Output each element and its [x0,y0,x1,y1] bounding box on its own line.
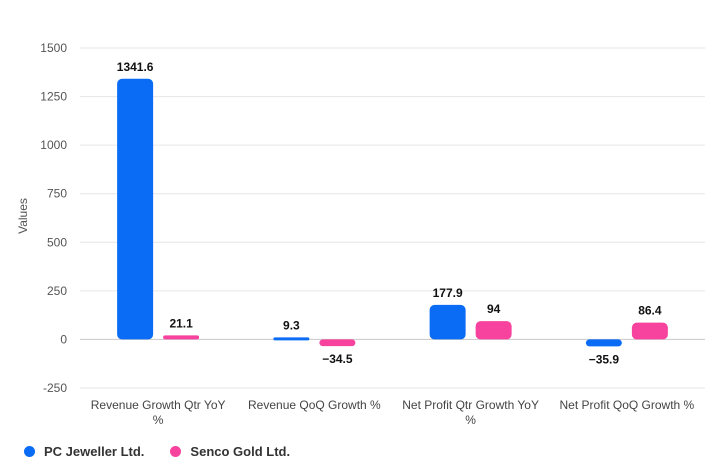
y-tick-label: 250 [47,284,67,298]
x-tick-label: Revenue Growth Qtr YoY [91,398,226,412]
legend-label-pc-jeweller: PC Jeweller Ltd. [44,444,145,459]
y-tick-label: 500 [47,235,67,249]
legend-marker-pc-jeweller [24,446,35,457]
legend-label-senco-gold: Senco Gold Ltd. [190,444,291,459]
y-tick-label: 0 [60,332,67,346]
data-label: 21.1 [169,316,193,330]
y-tick-label: 1000 [40,138,67,152]
data-label: 86.4 [638,304,662,318]
legend: PC Jeweller Ltd. Senco Gold Ltd. [24,444,316,459]
data-label: 177.9 [433,286,463,300]
legend-item-senco-gold[interactable]: Senco Gold Ltd. [170,444,290,459]
bar [319,339,356,347]
y-tick-label: 750 [47,187,67,201]
y-axis-label: Values [16,198,30,234]
bars [117,78,668,347]
y-tick-label: 1500 [40,41,67,55]
bar [631,322,668,340]
x-tick-labels: Revenue Growth Qtr YoY% Revenue QoQ Growt… [91,398,695,427]
x-tick-label: % [465,413,476,427]
legend-marker-senco-gold [170,446,182,457]
bar [585,339,622,347]
data-label: −35.9 [589,352,620,366]
data-label: 94 [487,302,501,316]
x-tick-label: Net Profit QoQ Growth % [560,398,695,412]
data-label: −34.5 [322,352,353,366]
x-tick-label: Revenue QoQ Growth % [248,398,381,412]
y-tick-labels: -250 0 250 500 750 1000 1250 1500 [40,41,67,395]
x-tick-label: Net Profit Qtr Growth YoY [402,398,539,412]
y-tick-label: 1250 [40,90,67,104]
data-label: 9.3 [283,318,300,332]
bar [475,321,512,340]
x-tick-label: % [153,413,164,427]
data-label: 1341.6 [117,60,154,74]
bar [117,78,154,340]
data-labels: 1341.6 21.1 9.3 −34.5 177.9 94 −35.9 86.4 [117,60,662,367]
bar [163,335,200,340]
y-tick-label: -250 [43,381,67,395]
bar [429,304,466,340]
legend-item-pc-jeweller[interactable]: PC Jeweller Ltd. [24,444,144,459]
bar [273,337,310,341]
